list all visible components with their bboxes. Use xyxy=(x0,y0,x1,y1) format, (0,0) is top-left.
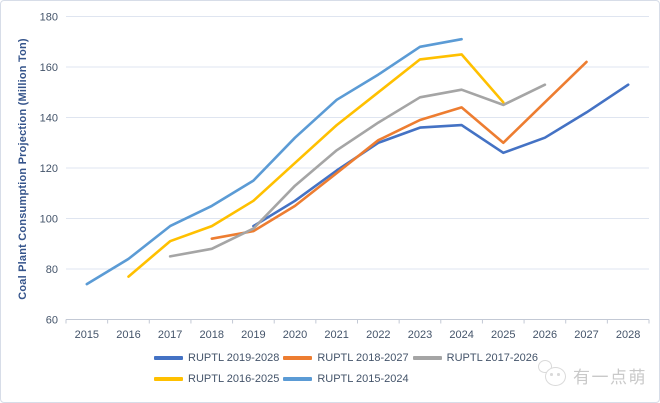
x-tick-label: 2015 xyxy=(75,329,99,341)
legend-swatch xyxy=(412,356,442,360)
chart-legend: RUPTL 2019-2028 RUPTL 2018-2027 RUPTL 2017… xyxy=(154,352,634,385)
y-tick-label: 100 xyxy=(40,214,58,226)
x-tick-label: 2024 xyxy=(449,329,473,341)
legend-item: RUPTL 2017-2026 xyxy=(412,352,538,364)
legend-item: RUPTL 2019-2028 xyxy=(154,352,279,364)
legend-swatch xyxy=(283,377,313,381)
y-tick-label: 60 xyxy=(46,315,58,327)
legend-swatch xyxy=(283,356,313,360)
x-tick-label: 2025 xyxy=(491,329,515,341)
watermark: 有一点萌 xyxy=(536,358,647,391)
y-tick-label: 80 xyxy=(46,264,58,276)
y-tick-label: 120 xyxy=(40,163,58,175)
x-tick-label: 2022 xyxy=(366,329,390,341)
watermark-faces-icon xyxy=(536,358,573,391)
series-line-ruptl-2017-2026 xyxy=(168,83,547,258)
legend-item: RUPTL 2016-2025 xyxy=(154,373,279,385)
y-axis-title: Coal Plant Consumption Projection (Milli… xyxy=(17,38,29,300)
legend-row: RUPTL 2016-2025 RUPTL 2015-2024 xyxy=(154,373,634,385)
legend-item: RUPTL 2015-2024 xyxy=(283,373,409,385)
legend-label: RUPTL 2016-2025 xyxy=(188,373,280,385)
legend-row: RUPTL 2019-2028 RUPTL 2018-2027 RUPTL 2017… xyxy=(154,352,634,364)
x-tick-label: 2027 xyxy=(574,329,598,341)
y-tick-label: 140 xyxy=(40,113,58,125)
legend-swatch xyxy=(154,356,183,360)
legend-swatch xyxy=(154,377,183,381)
x-tick-label: 2019 xyxy=(241,329,265,341)
x-tick-label: 2023 xyxy=(408,329,432,341)
legend-item: RUPTL 2018-2027 xyxy=(283,352,409,364)
x-tick-label: 2018 xyxy=(200,329,224,341)
legend-label: RUPTL 2015-2024 xyxy=(317,373,409,385)
x-tick-label: 2020 xyxy=(283,329,307,341)
x-tick-label: 2021 xyxy=(324,329,348,341)
y-tick-label: 180 xyxy=(40,12,58,24)
watermark-eyes xyxy=(550,373,553,376)
watermark-big-face xyxy=(545,367,566,386)
x-tick-label: 2017 xyxy=(158,329,182,341)
y-tick-label: 160 xyxy=(40,62,58,74)
series-line-ruptl-2018-2027 xyxy=(210,60,588,240)
series-line-ruptl-2019-2028 xyxy=(252,83,630,228)
x-tick-label: 2028 xyxy=(616,329,640,341)
legend-label: RUPTL 2019-2028 xyxy=(188,352,280,364)
x-tick-label: 2016 xyxy=(116,329,140,341)
legend-label: RUPTL 2017-2026 xyxy=(446,352,538,364)
x-tick-label: 2026 xyxy=(533,329,557,341)
watermark-text: 有一点萌 xyxy=(573,367,647,387)
series-line-ruptl-2016-2025 xyxy=(127,53,505,278)
series-line-ruptl-2015-2024 xyxy=(85,37,463,286)
legend-label: RUPTL 2018-2027 xyxy=(317,352,409,364)
